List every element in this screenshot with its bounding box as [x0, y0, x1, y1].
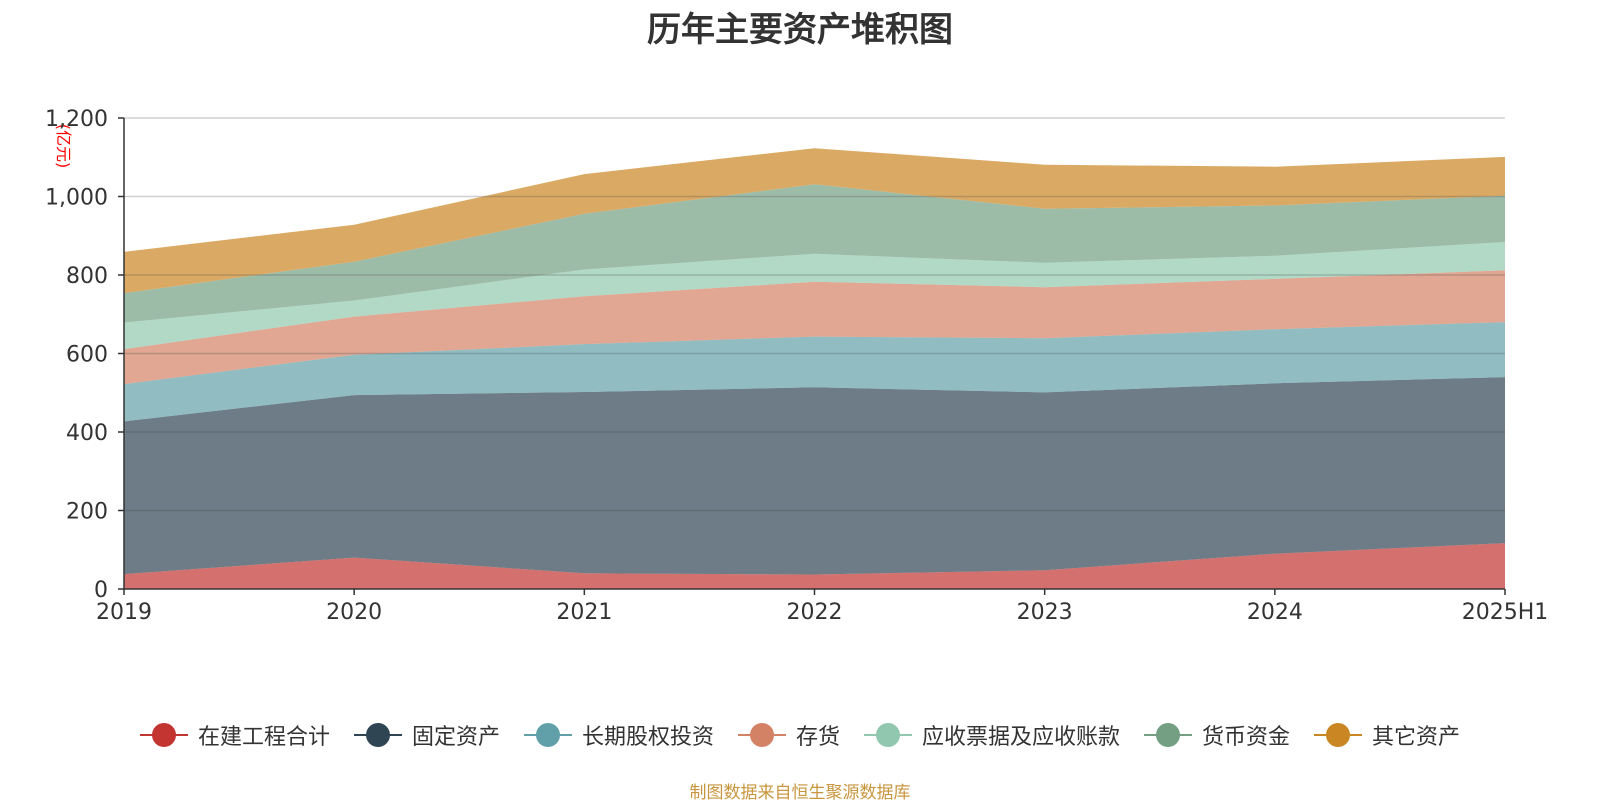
- axes: 0 200 400 600 800 1,000 1,200 2019 2020 2021 2022 2…: [45, 107, 1548, 625]
- area-series-0: [124, 543, 1505, 589]
- area-series-1: [124, 377, 1505, 575]
- legend-label: 应收票据及应收账款: [922, 725, 1121, 750]
- legend-label: 存货: [795, 725, 840, 750]
- y-tick-label: 200: [66, 500, 108, 525]
- legend-marker-icon: [1144, 723, 1193, 747]
- area-series-5: [124, 184, 1505, 323]
- y-tick-label: 600: [66, 343, 108, 368]
- area-series-3: [124, 270, 1505, 385]
- area-series-6: [124, 148, 1505, 294]
- x-tick-label: 2019: [96, 600, 152, 625]
- y-tick-label: 400: [66, 421, 108, 446]
- legend: 在建工程合计 固定资产 长期股权投资 存货 应收票据及应收账款 货币资金 其它资产: [0, 715, 1600, 755]
- legend-marker-icon: [139, 723, 188, 747]
- legend-marker-icon: [737, 723, 786, 747]
- area-series-4: [124, 242, 1505, 350]
- stacked-areas: [124, 148, 1505, 589]
- legend-label: 货币资金: [1202, 725, 1291, 750]
- legend-marker-icon: [864, 723, 912, 747]
- source-note: 制图数据来自恒生聚源数据库: [689, 783, 911, 803]
- chart-title: 历年主要资产堆积图: [647, 10, 953, 50]
- legend-marker-icon: [523, 723, 572, 747]
- y-tick-label: 800: [66, 264, 108, 289]
- legend-label: 在建工程合计: [197, 725, 330, 750]
- legend-label: 固定资产: [411, 725, 500, 750]
- y-tick-label: 0: [94, 578, 108, 603]
- y-tick-label: 1,000: [45, 186, 108, 211]
- legend-item[interactable]: 在建工程合计: [139, 719, 330, 751]
- legend-item[interactable]: 存货: [737, 719, 840, 751]
- x-tick-label: 2020: [326, 600, 382, 625]
- x-tick-label: 2024: [1247, 600, 1303, 625]
- legend-item[interactable]: 应收票据及应收账款: [864, 719, 1120, 751]
- y-axis-label: (亿元): [54, 124, 73, 169]
- legend-item[interactable]: 长期股权投资: [523, 719, 714, 751]
- x-tick-label: 2021: [556, 600, 612, 625]
- legend-item[interactable]: 固定资产: [353, 719, 500, 751]
- grid-lines: [124, 117, 1505, 512]
- legend-marker-icon: [353, 723, 402, 747]
- y-tick-label: 1,200: [45, 107, 108, 132]
- legend-label: 长期股权投资: [581, 725, 714, 750]
- x-tick-label: 2023: [1017, 600, 1073, 625]
- legend-marker-icon: [1314, 723, 1363, 747]
- x-tick-label: 2025H1: [1462, 600, 1549, 625]
- legend-item[interactable]: 货币资金: [1144, 719, 1290, 751]
- area-series-2: [124, 322, 1505, 422]
- legend-item[interactable]: 其它资产: [1314, 719, 1460, 751]
- x-tick-label: 2022: [787, 600, 843, 625]
- legend-label: 其它资产: [1372, 725, 1461, 750]
